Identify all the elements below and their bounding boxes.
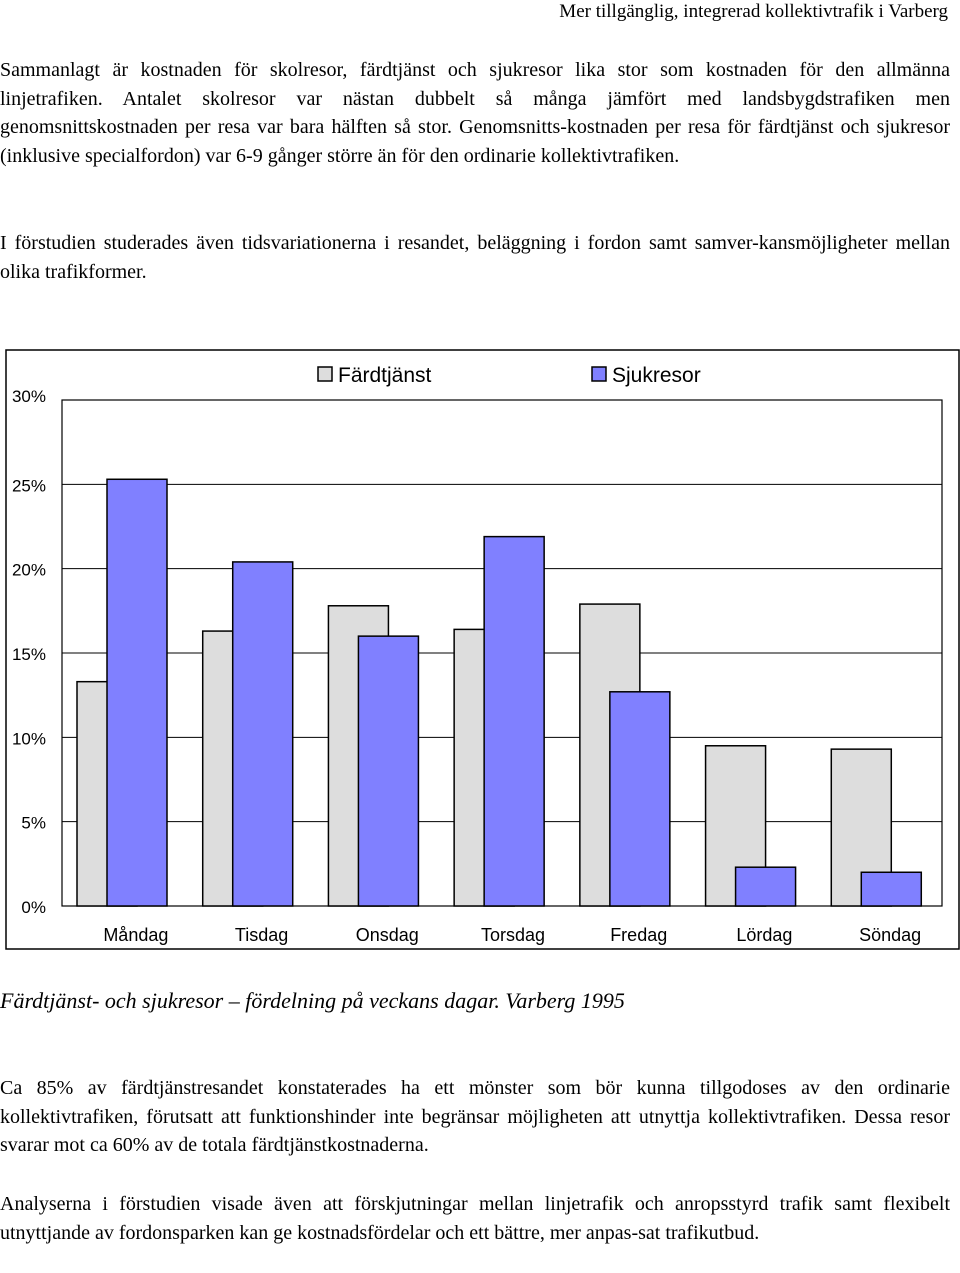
y-tick-label: 30% <box>12 387 46 406</box>
x-category-label: Fredag <box>610 925 667 945</box>
running-header: Mer tillgänglig, integrerad kollektivtra… <box>559 1 948 22</box>
x-category-label: Onsdag <box>356 925 419 945</box>
x-category-label: Lördag <box>736 925 792 945</box>
bar-sjukresor-torsdag <box>483 535 545 907</box>
x-category-label: Söndag <box>859 925 921 945</box>
bar-sjukresor-måndag <box>106 478 168 907</box>
paragraph-analysis-results: Analyserna i förstudien visade även att … <box>0 1193 950 1244</box>
y-tick-label: 25% <box>12 476 46 495</box>
paragraph-time-variation: I förstudien studerades även tidsvariati… <box>0 232 950 283</box>
weekday-bar-chart: 0% 5% 10% 15% 20% 25% 30% Måndag Tisdag Onsdag To… <box>5 349 960 950</box>
bar-sjukresor-tisdag <box>231 561 294 907</box>
y-tick-label: 10% <box>12 729 46 748</box>
y-tick-label: 15% <box>12 645 46 664</box>
paragraph-travel-pattern: Ca 85% av färdtjänstresandet konstaterad… <box>0 1077 950 1156</box>
x-category-label: Måndag <box>103 925 168 945</box>
x-category-label: Tisdag <box>235 925 288 945</box>
y-tick-label: 20% <box>12 561 46 580</box>
legend-swatch-färdtjänst <box>317 366 333 382</box>
chart-bars <box>76 478 923 907</box>
y-tick-label: 0% <box>21 898 46 917</box>
figure-caption: Färdtjänst- och sjukresor – fördelning p… <box>0 988 625 1013</box>
legend-swatch-sjukresor <box>591 366 607 382</box>
bar-sjukresor-söndag <box>860 871 923 907</box>
legend-label: Sjukresor <box>612 364 701 387</box>
paragraph-cost-comparison: Sammanlagt är kostnaden för skolresor, f… <box>0 59 950 167</box>
bar-sjukresor-lördag <box>734 866 797 907</box>
legend-label: Färdtjänst <box>338 364 432 387</box>
x-category-label: Torsdag <box>481 925 545 945</box>
y-axis-tick-labels: 0% 5% 10% 15% 20% 25% 30% <box>12 387 46 917</box>
chart-legend: Färdtjänst Sjukresor <box>317 364 701 387</box>
x-axis-category-labels: Måndag Tisdag Onsdag Torsdag Fredag Lördag Sön… <box>103 925 921 945</box>
bar-sjukresor-onsdag <box>357 635 420 907</box>
y-tick-label: 5% <box>21 814 46 833</box>
bar-sjukresor-fredag <box>609 691 671 907</box>
